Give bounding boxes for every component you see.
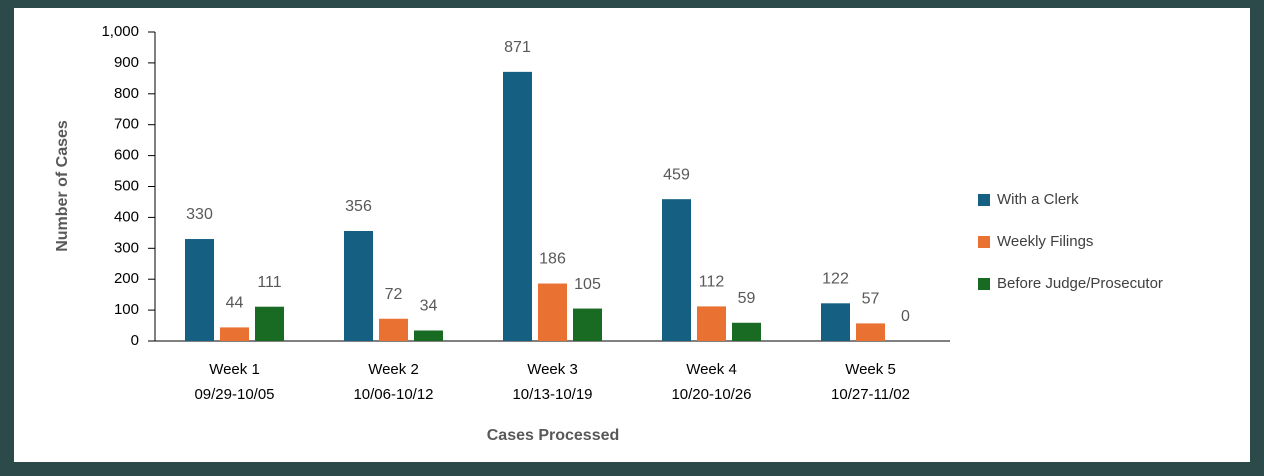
data-label: 122 [822, 271, 849, 288]
bar [185, 239, 214, 341]
y-tick-label: 100 [114, 301, 139, 318]
x-tick-label: 10/27-11/02 [831, 386, 910, 403]
y-tick-label: 0 [131, 332, 139, 349]
data-label: 111 [257, 274, 281, 291]
x-tick-label: 09/29-10/05 [194, 386, 274, 403]
x-tick-label: Week 5 [845, 361, 896, 378]
y-tick-label: 200 [114, 270, 139, 287]
bar [573, 308, 602, 341]
y-tick-label: 500 [114, 177, 139, 194]
legend-label: With a Clerk [997, 191, 1079, 208]
bar [503, 71, 532, 342]
data-label: 0 [901, 308, 910, 325]
y-tick-label: 600 [114, 147, 139, 164]
y-tick-label: 400 [114, 208, 139, 225]
x-tick-label: 10/13-10/19 [512, 386, 592, 403]
bar [538, 283, 567, 341]
y-tick-label: 800 [114, 85, 139, 102]
x-tick-label: Week 2 [368, 361, 419, 378]
x-tick-label: 10/20-10/26 [671, 386, 751, 403]
bar [856, 323, 885, 341]
bar [379, 318, 408, 341]
data-label: 44 [226, 295, 244, 312]
y-tick-label: 900 [114, 54, 139, 71]
bar [732, 322, 761, 341]
legend-label: Weekly Filings [997, 233, 1093, 250]
data-label: 59 [738, 290, 756, 307]
bar [662, 199, 691, 341]
y-tick-label: 1,000 [101, 23, 139, 40]
data-label: 57 [862, 291, 880, 308]
legend-swatch [978, 194, 990, 206]
bar [697, 306, 726, 341]
data-label: 112 [699, 274, 725, 291]
data-label: 459 [663, 166, 690, 183]
x-tick-label: 10/06-10/12 [353, 386, 433, 403]
y-tick-label: 300 [114, 239, 139, 256]
x-tick-label: Week 4 [686, 361, 737, 378]
data-label: 356 [345, 198, 372, 215]
data-label: 72 [385, 286, 403, 303]
legend-swatch [978, 236, 990, 248]
data-label: 34 [420, 298, 438, 315]
y-axis-title: Number of Cases [54, 120, 71, 252]
legend-label: Before Judge/Prosecutor [997, 275, 1163, 292]
bar [255, 306, 284, 341]
x-tick-label: Week 3 [527, 361, 578, 378]
data-label: 871 [504, 39, 531, 56]
data-label: 105 [574, 276, 601, 293]
y-tick-label: 700 [114, 116, 139, 133]
data-label: 186 [539, 251, 566, 268]
data-label: 330 [186, 206, 213, 223]
bar [414, 330, 443, 341]
legend-swatch [978, 278, 990, 290]
bar [220, 327, 249, 341]
bar [344, 230, 373, 341]
x-axis-title: Cases Processed [487, 427, 620, 444]
panel [14, 8, 1250, 462]
x-tick-label: Week 1 [209, 361, 260, 378]
bar [821, 303, 850, 341]
